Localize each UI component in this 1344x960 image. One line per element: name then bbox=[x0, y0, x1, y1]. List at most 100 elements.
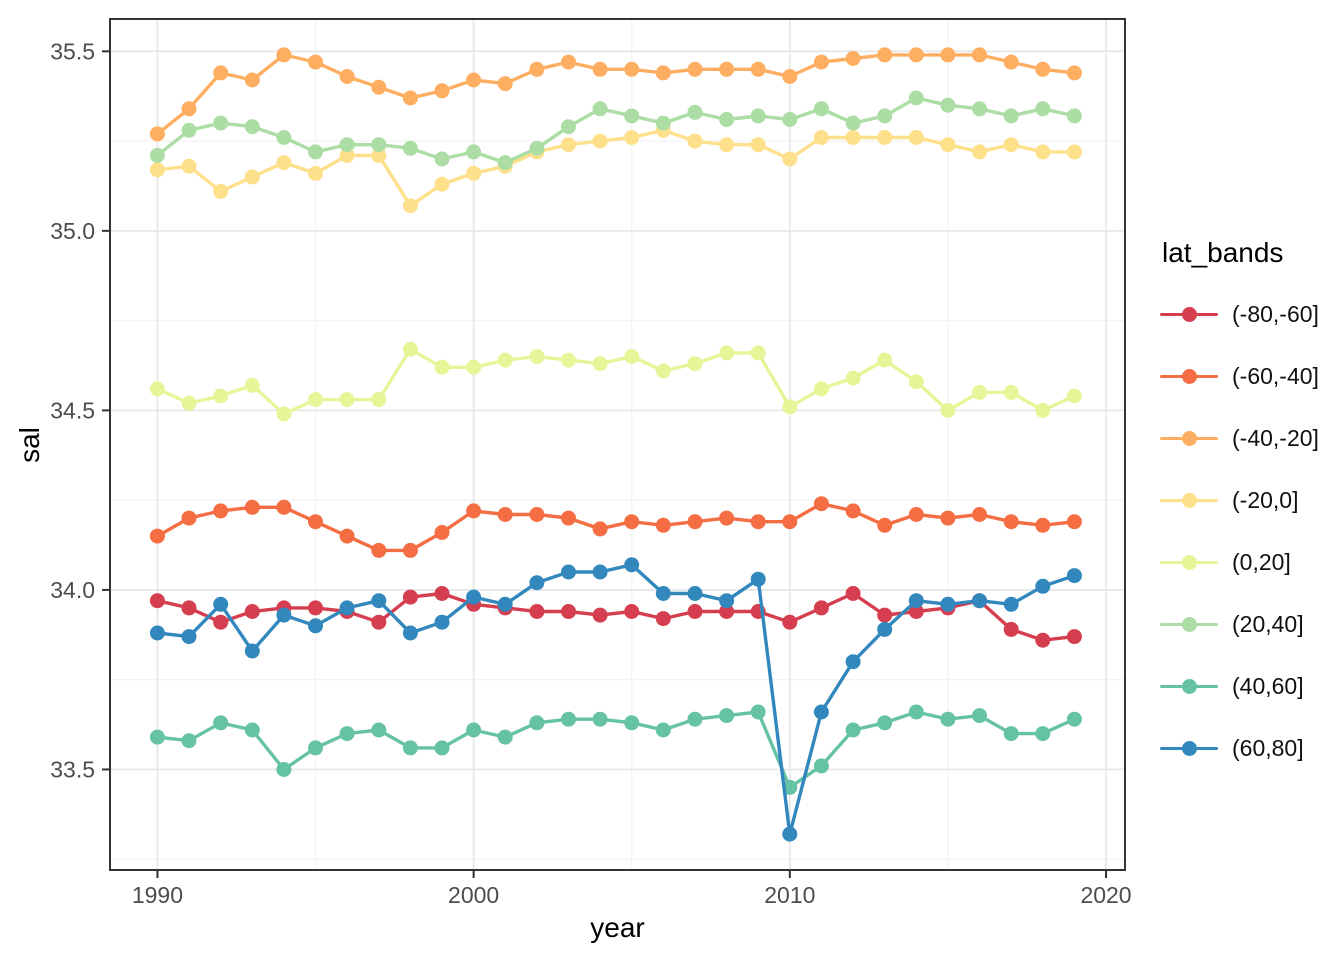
data-point-(-80,-60]-2004 bbox=[592, 607, 608, 623]
data-point-(20,40]-2000 bbox=[466, 144, 482, 160]
series-(-40,-20] bbox=[149, 47, 1082, 142]
data-point-(-40,-20]-1994 bbox=[276, 47, 292, 63]
data-point-(-20,0]-2007 bbox=[687, 133, 703, 149]
legend-label: (-80,-60] bbox=[1232, 300, 1319, 327]
data-point-(40,60]-2003 bbox=[561, 711, 576, 727]
data-point-(20,40]-2017 bbox=[1003, 108, 1019, 124]
data-point-(-80,-60]-2014 bbox=[908, 604, 924, 619]
y-tick-label: 34.5 bbox=[50, 397, 95, 423]
data-point-(-60,-40]-2014 bbox=[908, 507, 924, 522]
legend: lat_bands (-80,-60] (-60,-40] (-40,-20] (-2… bbox=[1160, 237, 1319, 779]
data-point-(-60,-40]-1998 bbox=[402, 542, 418, 558]
legend-label: (0,20] bbox=[1232, 548, 1291, 575]
data-point-(-20,0]-1990 bbox=[149, 162, 165, 178]
data-point-(40,60]-2004 bbox=[592, 711, 608, 727]
data-point-(-80,-60]-2006 bbox=[655, 611, 671, 627]
data-point-(40,60]-2001 bbox=[497, 729, 513, 745]
data-point-(20,40]-1990 bbox=[149, 147, 165, 163]
data-point-(60,80]-2012 bbox=[845, 654, 861, 670]
data-point-(20,40]-1993 bbox=[244, 119, 260, 135]
data-point-(60,80]-2018 bbox=[1035, 578, 1051, 594]
data-point-(-80,-60]-2013 bbox=[877, 607, 893, 623]
data-point-(-20,0]-2017 bbox=[1003, 137, 1019, 153]
data-point-(20,40]-2003 bbox=[561, 119, 576, 135]
data-point-(0,20]-2009 bbox=[750, 345, 766, 361]
data-point-(-60,-40]-1999 bbox=[434, 525, 450, 540]
data-point-(20,40]-2001 bbox=[497, 155, 513, 171]
data-point-(40,60]-1999 bbox=[434, 740, 450, 756]
data-point-(60,80]-1997 bbox=[371, 593, 387, 609]
data-point-(-40,-20]-1998 bbox=[402, 90, 418, 106]
data-point-(0,20]-1995 bbox=[308, 392, 323, 408]
series-(60,80] bbox=[149, 557, 1082, 842]
data-point-(-80,-60]-2017 bbox=[1003, 621, 1019, 637]
data-point-(-40,-20]-2018 bbox=[1035, 61, 1051, 77]
data-point-(20,40]-1999 bbox=[434, 151, 450, 167]
data-point-(60,80]-2006 bbox=[655, 586, 671, 601]
data-point-(-60,-40]-1996 bbox=[339, 528, 355, 544]
data-point-(-60,-40]-1995 bbox=[308, 514, 323, 530]
data-point-(-20,0]-1994 bbox=[276, 155, 292, 171]
data-point-(-20,0]-2011 bbox=[813, 130, 829, 145]
data-point-(20,40]-2012 bbox=[845, 115, 861, 131]
data-point-(-20,0]-1995 bbox=[308, 165, 323, 181]
data-point-(-40,-20]-2012 bbox=[845, 51, 861, 66]
legend-item-(-40,-20]: (-40,-20] bbox=[1160, 407, 1319, 469]
legend-item-(40,60]: (40,60] bbox=[1160, 655, 1319, 717]
data-point-(-80,-60]-2011 bbox=[813, 600, 829, 616]
data-point-(-60,-40]-2007 bbox=[687, 514, 703, 530]
data-point-(20,40]-2013 bbox=[877, 108, 893, 124]
panel-border-rect bbox=[109, 18, 1126, 871]
legend-item-(-60,-40]: (-60,-40] bbox=[1160, 345, 1319, 407]
data-point-(-40,-20]-2000 bbox=[466, 72, 482, 88]
data-point-(-60,-40]-1991 bbox=[181, 510, 197, 526]
data-point-(20,40]-2015 bbox=[940, 97, 956, 113]
data-point-(-20,0]-2016 bbox=[972, 144, 987, 160]
legend-item-(60,80]: (60,80] bbox=[1160, 717, 1319, 779]
legend-label: (-60,-40] bbox=[1232, 362, 1319, 389]
data-point-(20,40]-1992 bbox=[213, 115, 229, 131]
data-point-(60,80]-2008 bbox=[719, 593, 735, 609]
data-point-(-60,-40]-1994 bbox=[276, 499, 292, 515]
data-point-(60,80]-2019 bbox=[1066, 568, 1082, 584]
data-point-(-20,0]-2012 bbox=[845, 130, 861, 145]
data-point-(40,60]-1993 bbox=[244, 722, 260, 738]
legend-label: (-20,0] bbox=[1232, 486, 1299, 513]
data-point-(-20,0]-2019 bbox=[1066, 144, 1082, 160]
panel-border bbox=[109, 18, 1126, 871]
legend-item-(-20,0]: (-20,0] bbox=[1160, 469, 1319, 531]
data-point-(20,40]-2007 bbox=[687, 104, 703, 120]
y-tick-label: 33.5 bbox=[50, 756, 95, 782]
data-point-(40,60]-2009 bbox=[750, 704, 766, 720]
legend-key-icon bbox=[1160, 492, 1218, 508]
data-point-(20,40]-2014 bbox=[908, 90, 924, 106]
data-point-(-80,-60]-2018 bbox=[1035, 632, 1051, 648]
data-point-(60,80]-1991 bbox=[181, 629, 197, 645]
data-point-(-40,-20]-2004 bbox=[592, 61, 608, 77]
data-point-(20,40]-1996 bbox=[339, 137, 355, 153]
data-point-(60,80]-1994 bbox=[276, 607, 292, 623]
data-point-(0,20]-2013 bbox=[877, 352, 893, 368]
data-point-(40,60]-2000 bbox=[466, 722, 482, 738]
data-point-(40,60]-2018 bbox=[1035, 726, 1051, 742]
data-point-(0,20]-2016 bbox=[972, 384, 987, 400]
data-point-(40,60]-1997 bbox=[371, 722, 387, 738]
data-point-(0,20]-1997 bbox=[371, 392, 387, 408]
data-point-(-80,-60]-2003 bbox=[561, 604, 576, 619]
data-point-(20,40]-2004 bbox=[592, 101, 608, 117]
legend-rows: (-80,-60] (-60,-40] (-40,-20] (-20,0] (0,20]… bbox=[1160, 283, 1319, 779]
data-point-(20,40]-1991 bbox=[181, 122, 197, 138]
data-point-(60,80]-2017 bbox=[1003, 596, 1019, 612]
data-point-(-20,0]-1998 bbox=[402, 198, 418, 214]
data-point-(-20,0]-2013 bbox=[877, 130, 893, 145]
data-point-(20,40]-2016 bbox=[972, 101, 987, 117]
data-series-layer bbox=[149, 47, 1082, 842]
data-point-(-20,0]-2018 bbox=[1035, 144, 1051, 160]
data-point-(-60,-40]-2010 bbox=[782, 514, 798, 530]
legend-item-(20,40]: (20,40] bbox=[1160, 593, 1319, 655]
data-point-(0,20]-2015 bbox=[940, 402, 956, 418]
legend-label: (60,80] bbox=[1232, 734, 1304, 761]
data-point-(40,60]-1991 bbox=[181, 733, 197, 749]
data-point-(60,80]-2000 bbox=[466, 589, 482, 605]
